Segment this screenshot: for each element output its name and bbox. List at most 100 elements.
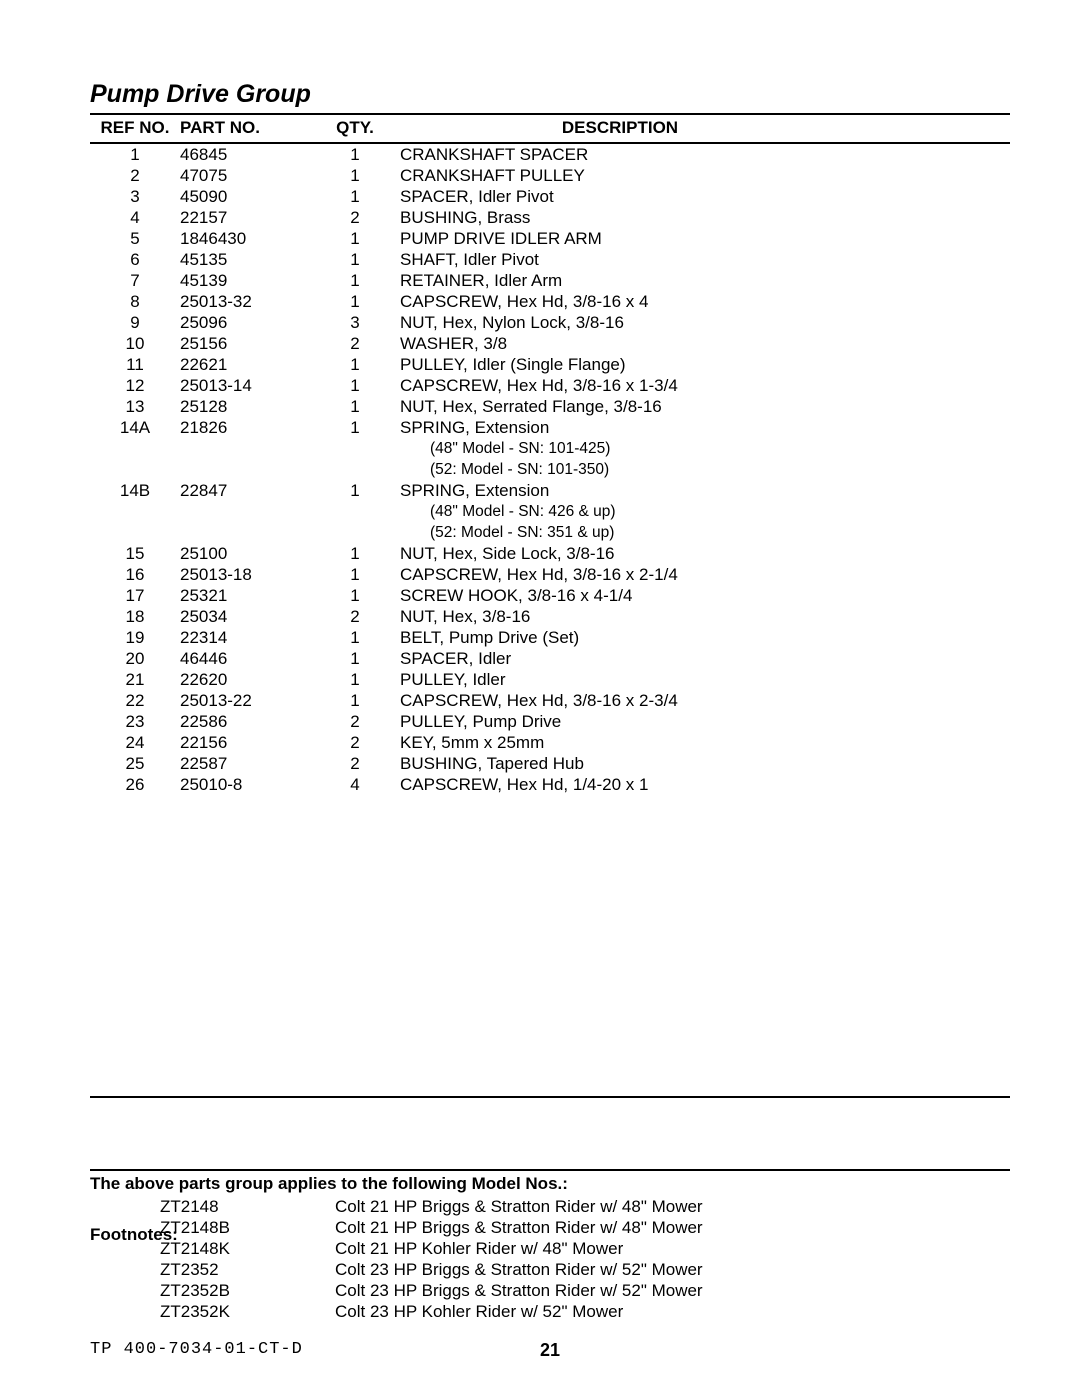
cell-qty: 1 (310, 690, 400, 711)
cell-qty: 1 (310, 144, 400, 165)
cell-desc: WASHER, 3/8 (400, 333, 1010, 354)
col-qty: QTY. (310, 118, 400, 138)
cell-subdesc: (48" Model - SN: 426 & up) (400, 501, 616, 522)
model-desc: Colt 21 HP Kohler Rider w/ 48" Mower (335, 1238, 1010, 1259)
cell-part: 45090 (180, 186, 310, 207)
model-code: ZT2148 (90, 1196, 335, 1217)
cell-qty: 1 (310, 291, 400, 312)
cell-desc: SPRING, Extension (400, 480, 1010, 501)
cell-desc: NUT, Hex, 3/8-16 (400, 606, 1010, 627)
cell-qty: 1 (310, 648, 400, 669)
model-row: ZT2148BColt 21 HP Briggs & Stratton Ride… (90, 1217, 1010, 1238)
table-row: 14A218261SPRING, Extension (90, 417, 1010, 438)
cell-ref: 13 (90, 396, 180, 417)
cell-ref: 15 (90, 543, 180, 564)
cell-ref: 17 (90, 585, 180, 606)
model-row: ZT2352Colt 23 HP Briggs & Stratton Rider… (90, 1259, 1010, 1280)
cell-part: 47075 (180, 165, 310, 186)
cell-qty: 2 (310, 732, 400, 753)
cell-desc: SPACER, Idler (400, 648, 1010, 669)
cell-qty: 1 (310, 480, 400, 501)
model-code: ZT2352B (90, 1280, 335, 1301)
cell-desc: CAPSCREW, Hex Hd, 3/8-16 x 4 (400, 291, 1010, 312)
table-row: 1225013-141CAPSCREW, Hex Hd, 3/8-16 x 1-… (90, 375, 1010, 396)
cell-part: 45139 (180, 270, 310, 291)
cell-ref: 21 (90, 669, 180, 690)
cell-desc: NUT, Hex, Serrated Flange, 3/8-16 (400, 396, 1010, 417)
table-header: REF NO. PART NO. QTY. DESCRIPTION (90, 115, 1010, 144)
cell-desc: CAPSCREW, Hex Hd, 3/8-16 x 1-3/4 (400, 375, 1010, 396)
cell-qty: 1 (310, 396, 400, 417)
cell-part: 25156 (180, 333, 310, 354)
table-subrow: (48" Model - SN: 426 & up) (90, 501, 1010, 522)
table-row: 4221572BUSHING, Brass (90, 207, 1010, 228)
table-row: 19223141BELT, Pump Drive (Set) (90, 627, 1010, 648)
cell-part: 25128 (180, 396, 310, 417)
cell-ref: 14B (90, 480, 180, 501)
cell-desc: CAPSCREW, Hex Hd, 3/8-16 x 2-1/4 (400, 564, 1010, 585)
cell-desc: SCREW HOOK, 3/8-16 x 4-1/4 (400, 585, 1010, 606)
models-list: ZT2148Colt 21 HP Briggs & Stratton Rider… (90, 1196, 1010, 1322)
cell-ref: 16 (90, 564, 180, 585)
cell-part: 25096 (180, 312, 310, 333)
cell-desc: PUMP DRIVE IDLER ARM (400, 228, 1010, 249)
cell-qty: 2 (310, 606, 400, 627)
cell-desc: RETAINER, Idler Arm (400, 270, 1010, 291)
table-row: 2225013-221CAPSCREW, Hex Hd, 3/8-16 x 2-… (90, 690, 1010, 711)
cell-desc: PULLEY, Idler (Single Flange) (400, 354, 1010, 375)
cell-ref: 14A (90, 417, 180, 438)
cell-desc: PULLEY, Pump Drive (400, 711, 1010, 732)
cell-qty: 2 (310, 207, 400, 228)
cell-qty: 1 (310, 270, 400, 291)
model-code: ZT2352K (90, 1301, 335, 1322)
cell-ref: 10 (90, 333, 180, 354)
cell-part: 46446 (180, 648, 310, 669)
cell-part: 25010-8 (180, 774, 310, 795)
table-row: 7451391RETAINER, Idler Arm (90, 270, 1010, 291)
table-row: 20464461SPACER, Idler (90, 648, 1010, 669)
cell-ref: 6 (90, 249, 180, 270)
cell-desc: CAPSCREW, Hex Hd, 3/8-16 x 2-3/4 (400, 690, 1010, 711)
cell-ref: 24 (90, 732, 180, 753)
models-block: The above parts group applies to the fol… (90, 1169, 1010, 1322)
cell-ref: 20 (90, 648, 180, 669)
cell-ref: 5 (90, 228, 180, 249)
cell-part: 22847 (180, 480, 310, 501)
table-row: 518464301PUMP DRIVE IDLER ARM (90, 228, 1010, 249)
cell-desc: CRANKSHAFT SPACER (400, 144, 1010, 165)
cell-desc: NUT, Hex, Nylon Lock, 3/8-16 (400, 312, 1010, 333)
cell-part: 22314 (180, 627, 310, 648)
cell-qty: 1 (310, 543, 400, 564)
cell-part: 46845 (180, 144, 310, 165)
table-row: 2625010-84CAPSCREW, Hex Hd, 1/4-20 x 1 (90, 774, 1010, 795)
cell-part: 21826 (180, 417, 310, 438)
table-subrow: (52: Model - SN: 101-350) (90, 459, 1010, 480)
cell-part: 25013-22 (180, 690, 310, 711)
cell-desc: CAPSCREW, Hex Hd, 1/4-20 x 1 (400, 774, 1010, 795)
cell-qty: 3 (310, 312, 400, 333)
cell-qty: 1 (310, 249, 400, 270)
cell-part: 25321 (180, 585, 310, 606)
cell-ref: 9 (90, 312, 180, 333)
cell-part: 45135 (180, 249, 310, 270)
table-row: 15251001NUT, Hex, Side Lock, 3/8-16 (90, 543, 1010, 564)
table-row: 10251562WASHER, 3/8 (90, 333, 1010, 354)
cell-part: 22587 (180, 753, 310, 774)
table-subrow: (52: Model - SN: 351 & up) (90, 522, 1010, 543)
cell-qty: 2 (310, 333, 400, 354)
cell-ref: 11 (90, 354, 180, 375)
table-row: 13251281NUT, Hex, Serrated Flange, 3/8-1… (90, 396, 1010, 417)
table-row: 9250963NUT, Hex, Nylon Lock, 3/8-16 (90, 312, 1010, 333)
cell-part: 25013-14 (180, 375, 310, 396)
table-row: 825013-321CAPSCREW, Hex Hd, 3/8-16 x 4 (90, 291, 1010, 312)
cell-ref: 3 (90, 186, 180, 207)
models-title: The above parts group applies to the fol… (90, 1169, 1010, 1194)
cell-subdesc: (48" Model - SN: 101-425) (400, 438, 610, 459)
cell-ref: 1 (90, 144, 180, 165)
model-desc: Colt 21 HP Briggs & Stratton Rider w/ 48… (335, 1196, 1010, 1217)
table-subrow: (48" Model - SN: 101-425) (90, 438, 1010, 459)
model-desc: Colt 23 HP Briggs & Stratton Rider w/ 52… (335, 1259, 1010, 1280)
col-ref: REF NO. (90, 118, 180, 138)
cell-desc: BELT, Pump Drive (Set) (400, 627, 1010, 648)
col-part: PART NO. (180, 118, 310, 138)
